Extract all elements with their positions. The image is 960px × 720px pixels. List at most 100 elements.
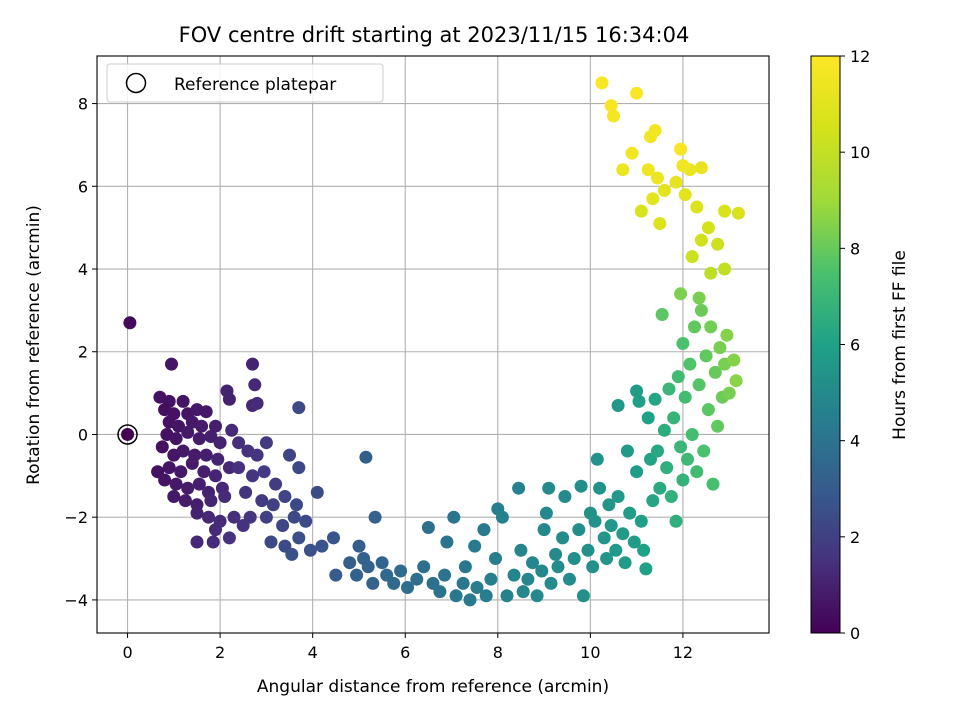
data-point (683, 357, 697, 371)
data-point (535, 564, 549, 578)
data-point (648, 392, 662, 406)
data-point (440, 535, 454, 549)
colorbar-tick-label: 12 (850, 47, 870, 66)
data-point (269, 477, 283, 491)
data-point (641, 411, 655, 425)
y-tick-label: 0 (78, 425, 88, 444)
data-point (248, 378, 262, 392)
data-point (222, 392, 236, 406)
data-point (690, 200, 704, 214)
data-point (685, 428, 699, 441)
x-tick-label: 10 (580, 643, 600, 662)
data-point (637, 543, 651, 557)
data-point (685, 250, 699, 264)
data-point (600, 552, 614, 565)
data-point (558, 490, 572, 503)
data-point (401, 581, 414, 594)
data-point (181, 481, 195, 495)
data-point (232, 436, 246, 450)
y-tick-label: 8 (78, 95, 88, 114)
data-point (604, 99, 618, 113)
x-tick-label: 6 (400, 643, 410, 662)
data-point (630, 384, 644, 398)
data-point (470, 581, 484, 594)
data-point (375, 556, 389, 570)
data-point (456, 576, 470, 590)
data-point (729, 374, 743, 388)
data-point (516, 585, 530, 599)
data-point (639, 562, 653, 576)
y-axis-label: Rotation from reference (arcmin) (24, 205, 44, 485)
grid-lines (97, 56, 769, 633)
data-point (537, 523, 551, 537)
data-point (727, 353, 741, 367)
data-point (595, 76, 609, 90)
colorbar (810, 55, 841, 634)
data-point (653, 481, 667, 495)
data-point (720, 328, 734, 342)
data-point (169, 477, 183, 491)
data-point (299, 514, 313, 528)
legend: Reference platepar (106, 63, 384, 103)
data-point (662, 382, 676, 396)
data-point (678, 188, 692, 202)
data-point (276, 519, 290, 532)
data-point (250, 448, 264, 462)
data-point (283, 448, 296, 462)
data-point (651, 171, 664, 185)
data-point (359, 450, 373, 464)
data-point (586, 560, 600, 574)
data-point (327, 531, 340, 545)
data-point (514, 543, 528, 557)
data-point (556, 531, 570, 545)
data-point (185, 456, 199, 470)
data-point (174, 465, 188, 479)
data-point (162, 461, 176, 475)
data-point (264, 535, 278, 549)
data-point (255, 494, 269, 508)
data-point (544, 576, 558, 590)
data-point (539, 506, 553, 520)
y-tick-label: 4 (78, 260, 88, 279)
data-point (366, 576, 380, 590)
data-point (701, 221, 715, 235)
data-point (155, 440, 169, 454)
data-point (678, 390, 692, 404)
data-point (227, 510, 241, 524)
x-tick-label: 0 (122, 643, 132, 662)
data-point (213, 436, 227, 450)
colorbar-tick-label: 4 (850, 432, 860, 451)
data-point (697, 444, 711, 458)
data-point (206, 535, 220, 549)
colorbar-tick-label: 8 (850, 239, 860, 258)
data-point (329, 568, 343, 582)
data-point (479, 589, 493, 603)
data-point (123, 316, 137, 330)
data-point (655, 308, 669, 321)
data-point (361, 560, 375, 574)
x-tick-label: 8 (493, 643, 503, 662)
data-point (530, 589, 544, 603)
data-point (290, 498, 303, 512)
data-point (303, 543, 317, 557)
data-point (172, 419, 185, 433)
data-point (512, 481, 526, 495)
data-point (694, 303, 708, 317)
data-point (350, 568, 364, 582)
data-point (611, 490, 625, 503)
data-point (563, 572, 576, 586)
data-point (521, 572, 535, 586)
x-tick-label: 12 (673, 643, 693, 662)
data-point (421, 521, 435, 534)
scatter-points (123, 76, 745, 607)
data-point (572, 523, 586, 537)
data-point (646, 192, 660, 206)
data-point (641, 163, 655, 177)
data-point (567, 552, 581, 565)
data-point (190, 535, 204, 549)
data-point (657, 183, 671, 197)
data-point (394, 564, 408, 578)
data-point (209, 419, 222, 433)
data-point (713, 341, 727, 355)
